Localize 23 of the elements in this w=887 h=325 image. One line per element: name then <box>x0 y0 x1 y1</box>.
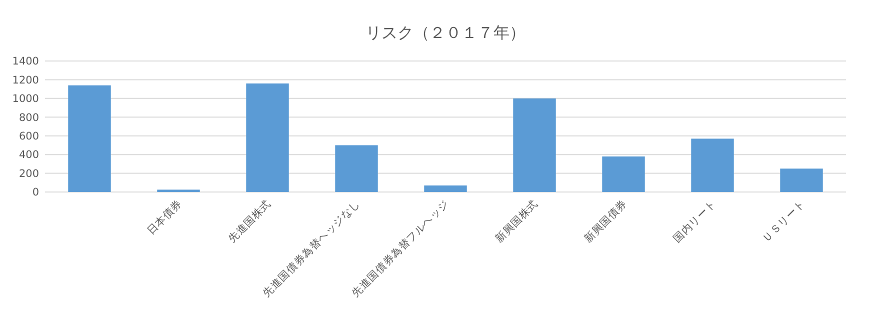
x-tick-label: 日本債券 <box>144 196 185 238</box>
y-tick-label: 1200 <box>12 74 39 86</box>
bar <box>602 156 645 192</box>
y-tick-label: 200 <box>18 168 39 180</box>
bar <box>246 83 289 192</box>
bar <box>68 85 111 192</box>
bar <box>513 98 556 192</box>
y-tick-label: 0 <box>32 186 39 199</box>
x-tick-label: 国内リート <box>670 196 719 246</box>
x-tick-label: ＵＳリート <box>760 198 808 246</box>
x-tick-label: 先進国株式 <box>226 196 274 246</box>
y-tick-label: 600 <box>18 130 39 143</box>
x-tick-label: 新興国株式 <box>492 196 541 246</box>
bar <box>424 185 467 192</box>
y-tick-label: 400 <box>18 149 39 162</box>
y-tick-label: 800 <box>18 112 39 124</box>
chart-title: リスク（２０１７年） <box>366 23 526 42</box>
x-tick-label: 新興国債券 <box>582 196 630 246</box>
bar <box>691 138 734 192</box>
bar <box>780 168 823 192</box>
y-tick-label: 1400 <box>12 56 39 68</box>
bar <box>335 145 378 192</box>
y-tick-label: 1000 <box>12 93 39 106</box>
